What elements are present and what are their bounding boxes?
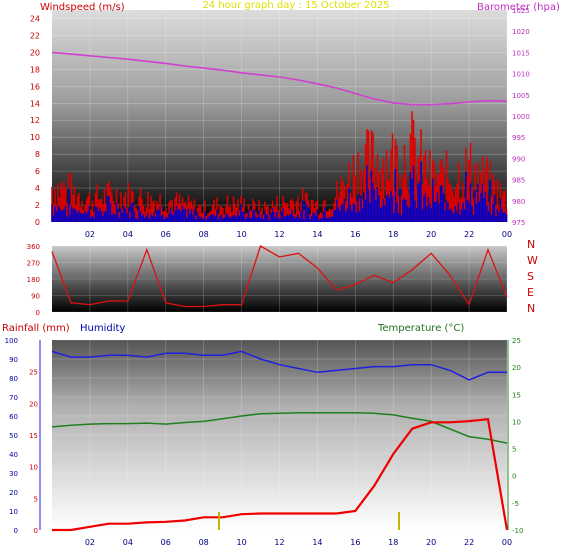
windspeed-tick: 2 <box>35 201 40 210</box>
temperature-tick: 20 <box>512 364 521 372</box>
windspeed-tick: 4 <box>35 184 40 193</box>
barometer-tick: 1015 <box>512 49 530 57</box>
humidity-tick: 70 <box>9 394 18 402</box>
x-tick-bottom: 00 <box>502 538 512 547</box>
compass-label: N <box>527 238 535 251</box>
barometer-tick: 1005 <box>512 92 530 100</box>
barometer-tick: 1020 <box>512 28 530 36</box>
rainfall-axis-label: Rainfall (mm) <box>2 323 70 334</box>
x-tick-top: 06 <box>161 230 171 239</box>
direction-tick: 270 <box>27 260 40 268</box>
temperature-tick: 5 <box>512 446 516 454</box>
temperature-tick: -10 <box>512 527 523 535</box>
barometer-axis-label: Barometer (hpa) <box>477 2 560 13</box>
temperature-tick: 15 <box>512 391 521 399</box>
barometer-tick: 1025 <box>512 7 530 15</box>
windspeed-tick: 18 <box>30 65 40 74</box>
compass-label: N <box>527 302 535 315</box>
direction-tick: 0 <box>36 309 40 317</box>
barometer-tick: 995 <box>512 134 525 142</box>
chart-title: 24 hour graph day : 15 October 2025 <box>202 0 389 11</box>
x-tick-bottom: 04 <box>123 538 133 547</box>
x-tick-bottom: 20 <box>426 538 436 547</box>
humidity-tick: 50 <box>9 432 18 440</box>
windspeed-tick: 14 <box>30 99 40 108</box>
rainfall-tick: 25 <box>29 369 38 377</box>
windspeed-axis-label: Windspeed (m/s) <box>40 2 125 13</box>
x-tick-bottom: 02 <box>85 538 95 547</box>
x-tick-top: 22 <box>464 230 474 239</box>
x-tick-bottom: 16 <box>350 538 360 547</box>
x-tick-top: 20 <box>426 230 436 239</box>
compass-label: E <box>527 286 534 299</box>
wind-direction-line <box>51 245 508 308</box>
rainfall-tick: 5 <box>34 495 38 503</box>
x-tick-bottom: 22 <box>464 538 474 547</box>
compass-label: S <box>527 270 534 283</box>
rainfall-tick: 15 <box>29 432 38 440</box>
windspeed-tick: 10 <box>30 133 40 142</box>
humidity-axis-label: Humidity <box>80 323 125 334</box>
humidity-line <box>51 350 507 381</box>
windspeed-tick: 16 <box>30 82 40 91</box>
panel3-plot <box>52 340 507 530</box>
windspeed-tick: 24 <box>30 14 40 23</box>
humidity-tick: 40 <box>9 451 18 459</box>
windspeed-tick: 6 <box>35 167 40 176</box>
compass-label: W <box>527 254 538 267</box>
humidity-tick: 30 <box>9 470 18 478</box>
rainfall-line <box>52 418 509 532</box>
barometer-line <box>51 51 508 106</box>
barometer-tick: 990 <box>512 155 525 163</box>
humidity-tick: 80 <box>9 375 18 383</box>
windspeed-tick: 8 <box>35 150 40 159</box>
temperature-tick: 10 <box>512 418 521 426</box>
x-tick-top: 16 <box>350 230 360 239</box>
wind-layer <box>51 111 508 222</box>
x-tick-bottom: 18 <box>388 538 398 547</box>
humidity-tick: 0 <box>14 527 18 535</box>
direction-tick: 90 <box>31 293 40 301</box>
humidity-tick: 90 <box>9 356 18 364</box>
x-tick-top: 04 <box>123 230 133 239</box>
x-tick-bottom: 10 <box>236 538 246 547</box>
x-tick-bottom: 06 <box>161 538 171 547</box>
x-tick-top: 10 <box>236 230 246 239</box>
humidity-tick: 100 <box>5 337 18 345</box>
direction-tick: 180 <box>27 276 40 284</box>
rainfall-tick: 20 <box>29 400 38 408</box>
windspeed-tick: 20 <box>30 48 40 57</box>
x-tick-top: 02 <box>85 230 95 239</box>
temperature-tick: -5 <box>512 500 519 508</box>
barometer-tick: 980 <box>512 198 525 206</box>
x-tick-bottom: 12 <box>274 538 284 547</box>
temperature-tick: 25 <box>512 337 521 345</box>
x-tick-top: 12 <box>274 230 284 239</box>
windspeed-tick: 12 <box>30 116 40 125</box>
humidity-tick: 20 <box>9 489 18 497</box>
x-tick-bottom: 08 <box>199 538 209 547</box>
rainfall-tick: 10 <box>29 464 38 472</box>
x-tick-top: 18 <box>388 230 398 239</box>
barometer-tick: 1010 <box>512 71 530 79</box>
x-tick-top: 00 <box>502 230 512 239</box>
humidity-tick: 60 <box>9 413 18 421</box>
temperature-tick: 0 <box>512 473 516 481</box>
x-tick-top: 14 <box>312 230 322 239</box>
humidity-tick: 10 <box>9 508 18 516</box>
x-tick-bottom: 14 <box>312 538 322 547</box>
tick-labels: 0246810121416182022249759809859909951000… <box>5 7 538 547</box>
temperature-axis-label: Temperature (°C) <box>377 323 464 334</box>
direction-tick: 360 <box>27 243 40 251</box>
barometer-tick: 975 <box>512 219 525 227</box>
barometer-tick: 985 <box>512 177 525 185</box>
barometer-tick: 1000 <box>512 113 530 121</box>
windspeed-tick: 22 <box>30 31 40 40</box>
x-tick-top: 08 <box>199 230 209 239</box>
rainfall-tick: 0 <box>34 527 38 535</box>
windspeed-tick: 0 <box>35 218 40 227</box>
